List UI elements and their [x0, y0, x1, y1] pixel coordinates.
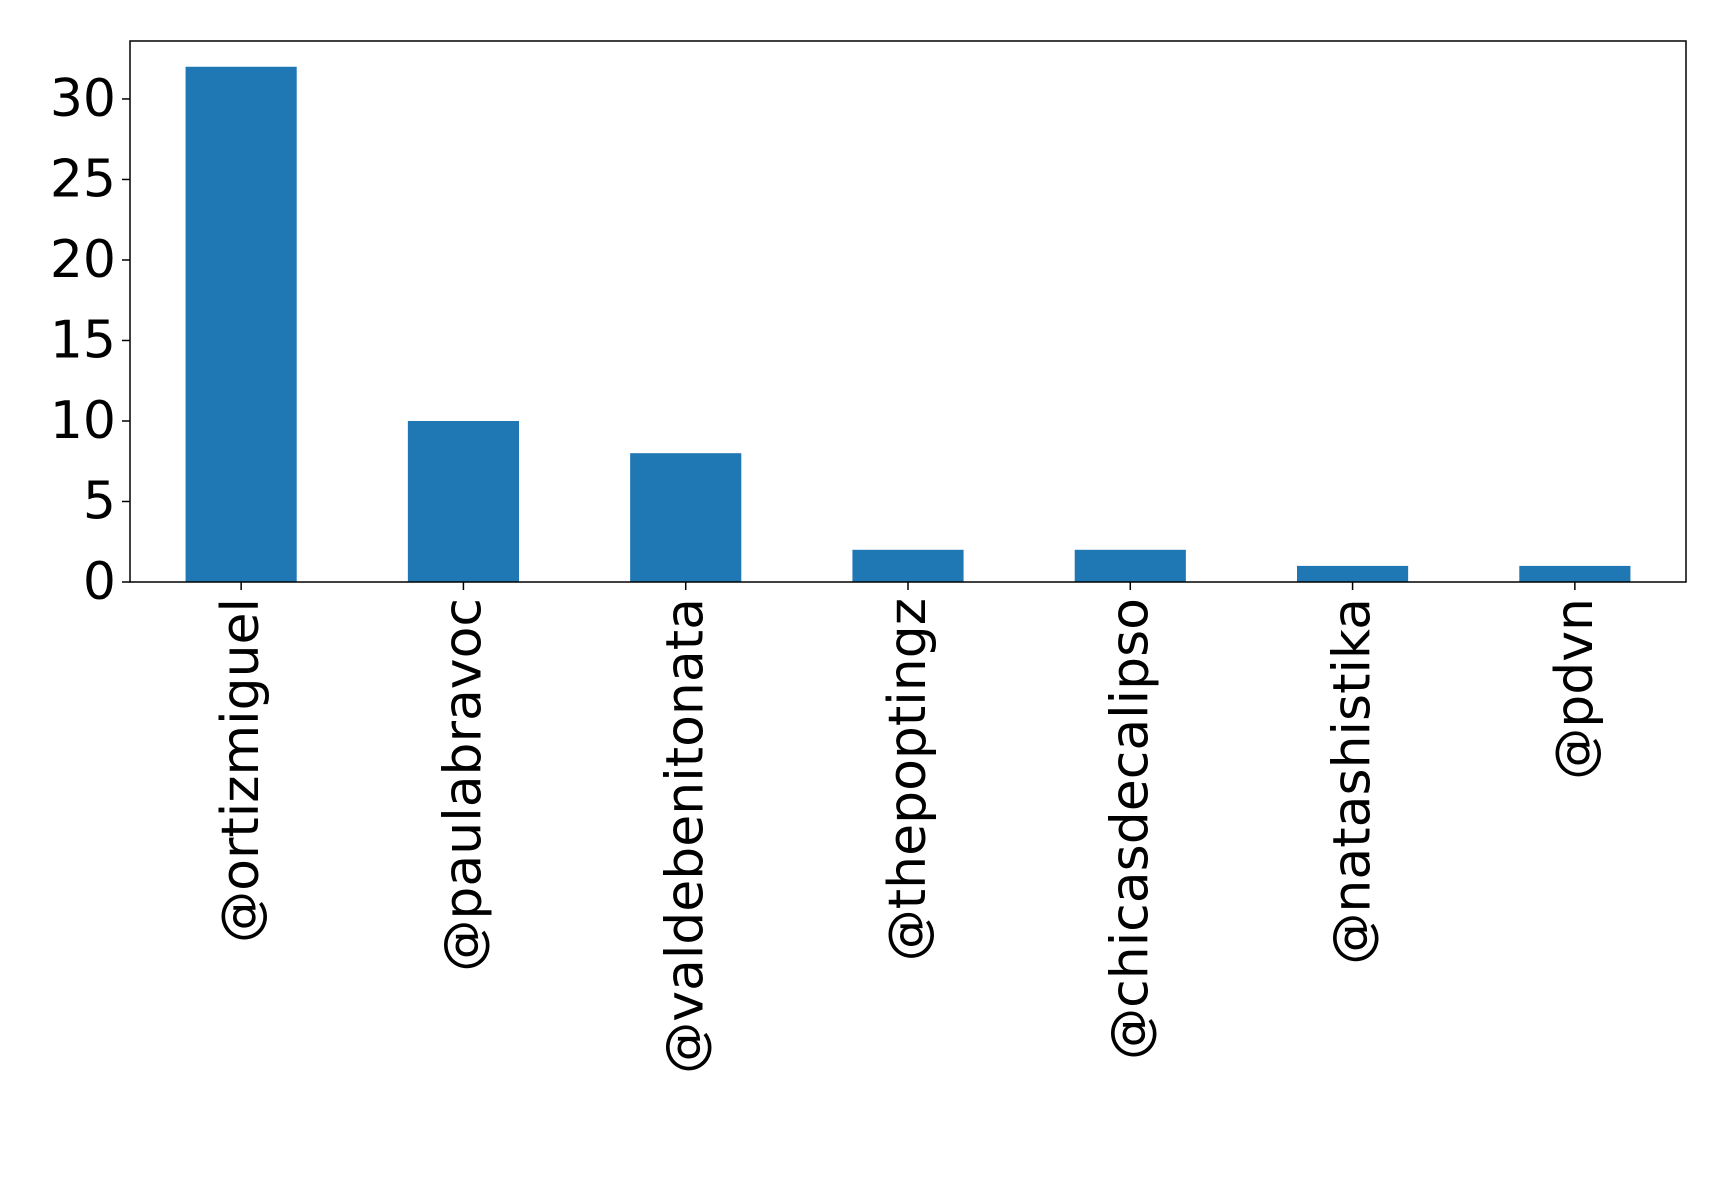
- bar-chicasdecalipso: [1074, 549, 1186, 582]
- x-tick-label: @paulabravoc: [433, 598, 493, 972]
- x-tick-label: @chicasdecalipso: [1100, 598, 1160, 1060]
- bar-natashistika: [1297, 565, 1409, 582]
- x-tick-label: @valdebenitonata: [656, 598, 716, 1074]
- plot-frame: [129, 40, 1687, 583]
- y-axis: 0 5 10 15 20 25 30: [50, 69, 130, 612]
- y-tick-label: 0: [83, 552, 116, 612]
- y-tick-label: 20: [50, 230, 116, 290]
- x-tick-label: @thepoptingz: [878, 598, 938, 961]
- bar-pdvn: [1519, 565, 1631, 582]
- y-tick-label: 15: [50, 310, 116, 370]
- y-tick-label: 30: [50, 69, 116, 129]
- y-tick-label: 25: [50, 149, 116, 209]
- bars-layer: [185, 66, 1631, 582]
- bar-paulabravoc: [407, 420, 519, 582]
- x-axis: @ortizmiguel @paulabravoc @valdebenitonata…: [211, 582, 1605, 1074]
- x-tick-label: @natashistika: [1323, 598, 1383, 965]
- bar-thepoptingz: [852, 549, 964, 582]
- bar-valdebenitonata: [630, 453, 742, 582]
- x-tick-label: @pdvn: [1545, 598, 1605, 780]
- y-tick-label: 10: [50, 391, 116, 451]
- x-tick-label: @ortizmiguel: [211, 598, 271, 943]
- bar-ortizmiguel: [185, 66, 297, 582]
- y-tick-label: 5: [83, 471, 116, 531]
